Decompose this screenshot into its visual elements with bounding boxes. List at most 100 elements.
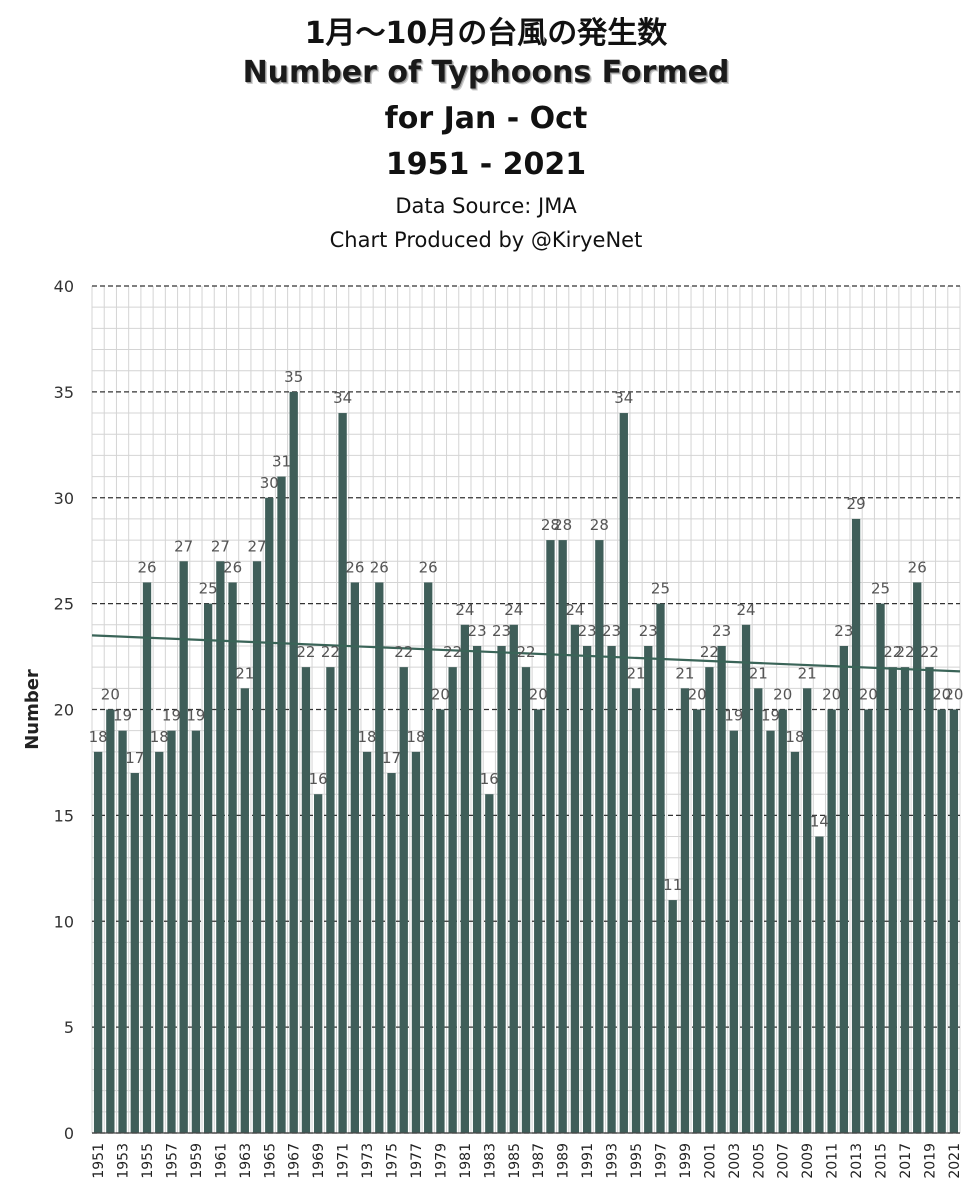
bar-1973 — [362, 751, 372, 1133]
bar-2003 — [729, 730, 738, 1133]
data-source-note: Data Source: JMA — [395, 194, 577, 218]
bar-2020 — [937, 709, 946, 1133]
x-tick-label-1969: 1969 — [311, 1143, 327, 1179]
bar-2002 — [717, 645, 726, 1133]
data-label-1970: 22 — [321, 643, 340, 661]
data-label-2014: 20 — [859, 686, 878, 704]
bar-1962 — [228, 582, 237, 1133]
chart-subtitle-years: 1951 - 2021 — [385, 147, 587, 182]
bar-1966 — [277, 476, 286, 1133]
data-label-1989: 28 — [553, 516, 572, 534]
data-label-2004: 24 — [737, 601, 756, 619]
bar-1997 — [656, 603, 665, 1133]
bar-1995 — [631, 688, 641, 1133]
bar-2011 — [827, 709, 836, 1133]
data-label-1953: 19 — [113, 707, 132, 725]
x-tick-label-1991: 1991 — [580, 1143, 596, 1179]
y-tick-label: 5 — [64, 1018, 74, 1037]
x-tick-label-1989: 1989 — [556, 1143, 572, 1179]
bar-2015 — [876, 603, 885, 1133]
data-label-1975: 17 — [382, 749, 401, 767]
bar-1958 — [179, 561, 188, 1133]
bar-1974 — [375, 582, 384, 1133]
y-tick-label: 25 — [54, 595, 74, 614]
bar-1987 — [534, 709, 543, 1133]
data-label-2001: 22 — [700, 643, 719, 661]
x-tick-label-2021: 2021 — [947, 1143, 963, 1179]
bar-1951 — [93, 751, 103, 1133]
bar-2006 — [766, 730, 775, 1133]
data-label-1951: 18 — [89, 728, 108, 746]
x-tick-label-1963: 1963 — [238, 1143, 254, 1179]
data-label-1997: 25 — [651, 580, 670, 598]
bar-2000 — [692, 709, 702, 1133]
x-tick-label-1979: 1979 — [433, 1143, 449, 1179]
data-label-1998: 11 — [663, 876, 682, 894]
bar-1975 — [387, 773, 396, 1133]
data-label-1995: 21 — [626, 664, 645, 682]
bar-1953 — [118, 730, 127, 1133]
bar-1994 — [619, 413, 628, 1133]
data-label-1952: 20 — [101, 686, 120, 704]
data-label-2008: 18 — [785, 728, 804, 746]
x-tick-label-2017: 2017 — [898, 1143, 914, 1179]
bar-1977 — [411, 751, 421, 1133]
data-label-1958: 27 — [174, 537, 193, 555]
x-tick-label-1987: 1987 — [531, 1143, 547, 1179]
chart-title-japanese: 1月〜10月の台風の発生数 — [304, 16, 668, 51]
data-label-1980: 22 — [443, 643, 462, 661]
data-label-1981: 24 — [455, 601, 474, 619]
bar-2009 — [803, 688, 812, 1133]
bar-2005 — [754, 688, 763, 1133]
bar-2008 — [790, 751, 800, 1133]
data-label-1966: 31 — [272, 453, 291, 471]
data-label-1956: 18 — [150, 728, 169, 746]
bar-1979 — [436, 709, 445, 1133]
bar-1969 — [314, 794, 323, 1133]
bar-1967 — [289, 391, 298, 1133]
bar-1980 — [448, 667, 457, 1133]
data-label-2015: 25 — [871, 580, 890, 598]
bar-1972 — [350, 582, 360, 1133]
data-label-2017: 22 — [895, 643, 914, 661]
data-label-1959: 19 — [186, 707, 205, 725]
x-tick-label-1997: 1997 — [653, 1143, 669, 1179]
data-label-2021: 20 — [944, 686, 963, 704]
data-label-1962: 26 — [223, 558, 242, 576]
y-tick-label: 35 — [54, 383, 74, 402]
data-label-1979: 20 — [431, 686, 450, 704]
x-tick-label-2001: 2001 — [702, 1143, 718, 1179]
y-tick-label: 40 — [54, 277, 74, 296]
data-label-2016: 22 — [883, 643, 902, 661]
bar-1961 — [216, 561, 225, 1133]
chart-credit-note: Chart Produced by @KiryeNet — [329, 228, 643, 252]
y-axis-label: Number — [22, 669, 43, 750]
bar-1978 — [424, 582, 433, 1133]
data-label-1974: 26 — [370, 558, 389, 576]
data-label-1994: 34 — [614, 389, 633, 407]
x-tick-label-1957: 1957 — [164, 1143, 180, 1179]
bar-1993 — [607, 645, 616, 1133]
data-label-2012: 23 — [834, 622, 853, 640]
data-label-2005: 21 — [749, 664, 768, 682]
data-label-1973: 18 — [358, 728, 377, 746]
data-label-2003: 19 — [724, 707, 743, 725]
bar-2004 — [741, 624, 751, 1133]
x-tick-label-2005: 2005 — [751, 1143, 767, 1179]
bar-1984 — [497, 645, 506, 1133]
data-label-1964: 27 — [247, 537, 266, 555]
chart-subtitle-period: for Jan - Oct — [384, 101, 588, 136]
data-label-2018: 26 — [908, 558, 927, 576]
x-tick-label-1995: 1995 — [629, 1143, 645, 1179]
data-label-1990: 24 — [565, 601, 584, 619]
data-label-1988: 28 — [541, 516, 560, 534]
bar-1983 — [485, 794, 494, 1133]
data-label-1971: 34 — [333, 389, 352, 407]
bar-1986 — [521, 667, 531, 1133]
x-tick-label-1999: 1999 — [678, 1143, 694, 1179]
bar-1981 — [460, 624, 470, 1133]
x-tick-label-2015: 2015 — [874, 1143, 890, 1179]
chart-title-english: Number of Typhoons Formed — [242, 55, 730, 90]
data-label-1982: 23 — [468, 622, 487, 640]
data-label-1961: 27 — [211, 537, 230, 555]
